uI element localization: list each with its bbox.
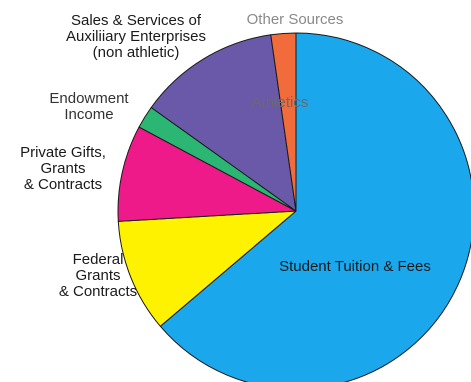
- label-line: (non athletic): [93, 44, 180, 61]
- label-line: Private Gifts,: [20, 144, 106, 161]
- label-private-gifts-grants-contracts: Private Gifts, Grants & Contracts: [20, 144, 106, 193]
- label-endowment-income: Endowment Income: [49, 90, 129, 123]
- label-line: Sales & Services of: [71, 12, 202, 29]
- label-line: Athletics: [252, 94, 309, 111]
- label-federal-grants-contracts: Federal Grants & Contracts: [59, 251, 137, 300]
- pie-slices: [117, 32, 471, 382]
- label-line: Other Sources: [247, 11, 344, 28]
- label-student-tuition-fees: Student Tuition & Fees: [279, 258, 431, 275]
- slice-sales-services-of-auxiliiary-enterprises-non-athletic: [150, 34, 297, 212]
- label-sales-services-of-auxiliiary-enterprises-non-athletic: Sales & Services of Auxiliiary Enterprise…: [66, 12, 206, 61]
- label-line: & Contracts: [24, 176, 102, 193]
- label-line: Income: [64, 106, 113, 123]
- label-line: Federal: [73, 251, 124, 268]
- slice-other-sources: [270, 32, 297, 212]
- label-line: Endowment: [49, 90, 129, 107]
- label-line: Student Tuition & Fees: [279, 258, 431, 275]
- slice-private-gifts-grants-contracts: [117, 126, 297, 222]
- label-line: & Contracts: [59, 283, 137, 300]
- label-line: Auxiliiary Enterprises: [66, 28, 206, 45]
- label-line: Grants: [75, 267, 120, 284]
- label-other-sources: Other Sources: [247, 11, 344, 28]
- slice-federal-grants-contracts: [117, 210, 297, 327]
- label-athletics: Athletics: [252, 94, 309, 111]
- label-line: Grants: [40, 160, 85, 177]
